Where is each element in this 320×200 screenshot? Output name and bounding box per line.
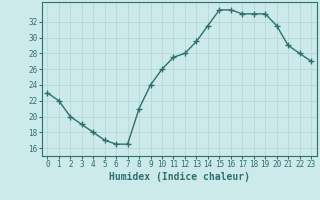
- X-axis label: Humidex (Indice chaleur): Humidex (Indice chaleur): [109, 172, 250, 182]
